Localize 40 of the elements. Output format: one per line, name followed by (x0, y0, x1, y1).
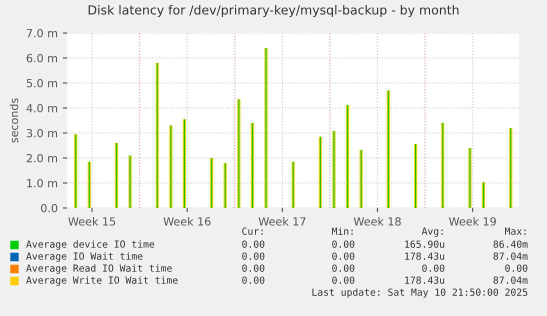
text: 0.00 (332, 240, 354, 248)
text: 87.04m (494, 276, 528, 284)
text: Cur: (242, 227, 263, 235)
y-tick-label: 7.0 m (26, 28, 58, 38)
text: Max: (504, 228, 526, 235)
text: 0.00 (505, 264, 528, 272)
text: 0.00 (332, 264, 354, 272)
y-tick-label: 1.0 m (27, 178, 58, 188)
text: 0.00 (332, 252, 354, 260)
y-tick-label: 2.0 m (26, 154, 58, 162)
text: 165.90u (405, 240, 444, 248)
text: Avg: (422, 228, 443, 237)
text: 0.00 (242, 276, 264, 284)
text: 0.00 (242, 264, 264, 272)
text: 178.43u (405, 252, 444, 260)
text: 0.00 (422, 264, 444, 272)
legend-label: Average Read IO Wait time (26, 264, 172, 274)
y-tick-label: 4.0 m (26, 104, 58, 112)
text: 178.43u (405, 276, 444, 284)
x-tick-label: Week 15 (68, 217, 116, 226)
y-axis-title: seconds (10, 98, 18, 143)
chart-title: Disk latency for /dev/primary-key/mysql-backup - by month (88, 4, 458, 18)
text: 0.00 (242, 252, 264, 260)
text: 86.40m (494, 240, 528, 248)
x-tick-label: Week 18 (354, 217, 401, 226)
x-tick-label: Week 16 (163, 217, 211, 226)
y-tick-label: 5.0 m (26, 78, 58, 88)
text: 87.04m (494, 252, 528, 260)
y-tick-label: 6.0 m (26, 54, 58, 62)
text: 0.00 (332, 276, 354, 284)
x-tick-label: Week 19 (448, 217, 496, 226)
y-tick-label: 3.0 m (26, 128, 58, 138)
legend-label: Average Write IO Wait time (26, 276, 178, 286)
text: Min: (332, 227, 353, 235)
text: 0.00 (242, 240, 264, 248)
legend-label: Average device IO time (26, 240, 154, 250)
y-tick-label: 0.0 (41, 204, 58, 212)
legend-label: Average IO Wait time (26, 252, 142, 262)
x-tick-label: Week 17 (258, 217, 306, 226)
text: Last update: Sat May 10 21:50:00 2025 (312, 288, 528, 298)
